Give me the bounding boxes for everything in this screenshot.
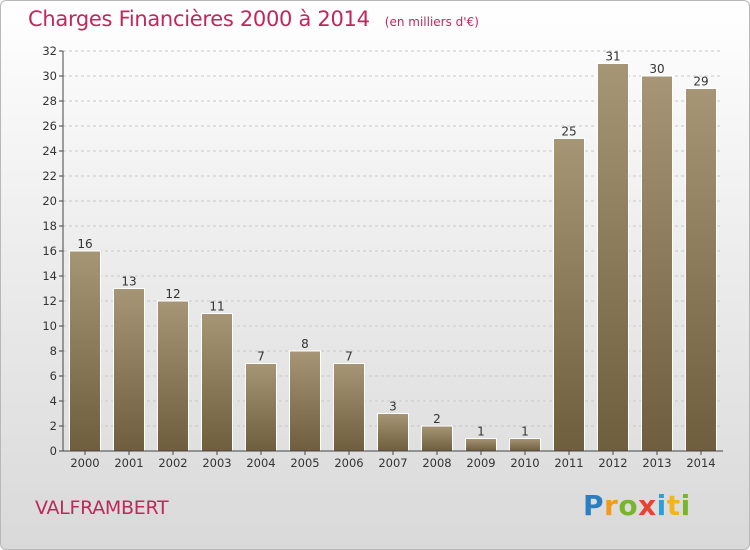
logo-letter: r — [604, 489, 619, 522]
bar-value-label: 3 — [389, 400, 397, 414]
bar-value-label: 7 — [345, 350, 353, 364]
y-tick-label: 28 — [42, 94, 57, 108]
y-tick-label: 6 — [50, 369, 57, 383]
x-tick-label: 2012 — [598, 456, 627, 470]
bar — [597, 63, 629, 452]
y-tick-label: 4 — [50, 394, 57, 408]
logo-letter: P — [583, 489, 605, 522]
bar-value-label: 30 — [649, 62, 664, 76]
bar — [201, 313, 233, 452]
bar — [509, 438, 541, 452]
y-tick-label: 22 — [42, 169, 57, 183]
title-row: Charges Financières 2000 à 2014 (en mill… — [28, 7, 479, 31]
bar — [553, 138, 585, 452]
bar-value-label: 31 — [605, 50, 620, 64]
unit-note: (en milliers d'€) — [384, 15, 479, 29]
chart-title: Charges Financières 2000 à 2014 — [28, 7, 370, 31]
y-tick-label: 24 — [42, 144, 57, 158]
x-tick-label: 2010 — [510, 456, 539, 470]
x-tick-label: 2009 — [466, 456, 495, 470]
bar — [289, 350, 321, 452]
y-tick-label: 14 — [42, 269, 57, 283]
x-tick-label: 2003 — [202, 456, 231, 470]
proxiti-logo: Proxiti — [583, 489, 691, 522]
logo-letter: o — [618, 489, 639, 522]
bar-value-label: 25 — [561, 125, 576, 139]
y-tick-label: 10 — [42, 319, 57, 333]
bar-value-label: 8 — [301, 337, 309, 351]
bar-value-label: 7 — [257, 350, 265, 364]
bar — [69, 250, 101, 452]
bar — [333, 363, 365, 452]
y-tick-label: 26 — [42, 119, 57, 133]
bar — [157, 300, 189, 452]
bar-value-label: 13 — [121, 275, 136, 289]
bar — [421, 425, 453, 452]
bar-value-label: 11 — [209, 300, 224, 314]
y-tick-label: 2 — [50, 419, 57, 433]
y-tick-label: 0 — [50, 444, 57, 458]
x-tick-label: 2000 — [70, 456, 99, 470]
city-name: VALFRAMBERT — [35, 497, 169, 519]
y-tick-label: 32 — [42, 44, 57, 58]
bar — [685, 88, 717, 452]
bar-value-label: 1 — [477, 425, 485, 439]
logo-letter: i — [680, 489, 691, 522]
x-tick-label: 2011 — [554, 456, 583, 470]
logo-letter: t — [666, 489, 681, 522]
y-tick-label: 8 — [50, 344, 57, 358]
bar-value-label: 29 — [693, 75, 708, 89]
logo-letter: x — [638, 489, 657, 522]
bar-value-label: 1 — [521, 425, 529, 439]
y-tick-label: 20 — [42, 194, 57, 208]
bar — [465, 438, 497, 452]
y-tick-label: 30 — [42, 69, 57, 83]
bar-value-label: 16 — [77, 237, 92, 251]
x-tick-label: 2006 — [334, 456, 363, 470]
x-tick-label: 2002 — [158, 456, 187, 470]
bar-value-label: 2 — [433, 412, 441, 426]
bar — [377, 413, 409, 452]
x-tick-label: 2001 — [114, 456, 143, 470]
y-tick-label: 16 — [42, 244, 57, 258]
logo-letter: i — [656, 489, 667, 522]
x-tick-label: 2004 — [246, 456, 275, 470]
bar-value-label: 12 — [165, 287, 180, 301]
x-tick-label: 2008 — [422, 456, 451, 470]
y-tick-label: 12 — [42, 294, 57, 308]
x-tick-label: 2005 — [290, 456, 319, 470]
bar — [641, 75, 673, 452]
x-tick-label: 2014 — [686, 456, 715, 470]
bar — [113, 288, 145, 452]
x-tick-label: 2007 — [378, 456, 407, 470]
x-tick-label: 2013 — [642, 456, 671, 470]
bar — [245, 363, 277, 452]
y-tick-label: 18 — [42, 219, 57, 233]
